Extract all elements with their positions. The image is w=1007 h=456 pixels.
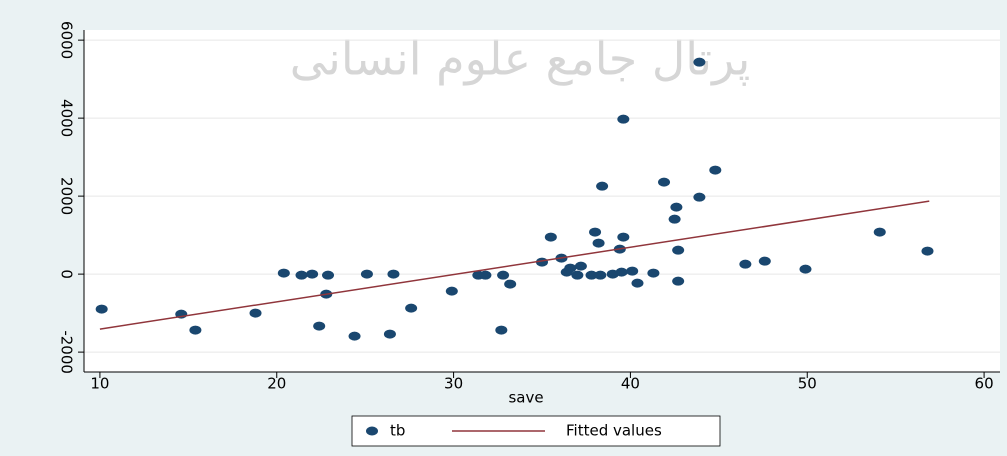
plot-region <box>84 30 1000 372</box>
point <box>668 214 681 224</box>
y-tick-label: -2000 <box>58 330 76 374</box>
x-tick-label: 60 <box>975 375 994 393</box>
legend-label: tb <box>390 422 405 440</box>
point <box>306 269 319 279</box>
point <box>348 331 361 341</box>
point <box>497 270 510 280</box>
point <box>277 268 290 278</box>
point <box>313 321 326 331</box>
point <box>592 238 605 248</box>
point <box>693 192 706 202</box>
fitted-line <box>99 200 930 330</box>
point <box>658 177 671 187</box>
point <box>445 286 458 296</box>
point <box>672 245 685 255</box>
point <box>189 325 202 335</box>
point <box>495 325 508 335</box>
point <box>387 269 400 279</box>
point <box>544 232 557 242</box>
point <box>574 261 587 271</box>
x-tick-label: 40 <box>621 375 640 393</box>
x-tick-label: 30 <box>444 375 463 393</box>
y-tick-label: 6000 <box>58 21 76 59</box>
point <box>585 270 598 280</box>
x-tick-label: 20 <box>267 375 286 393</box>
point <box>594 270 607 280</box>
point <box>799 264 812 274</box>
point <box>670 202 683 212</box>
watermark: پرتال جامع علوم انسانی <box>290 32 751 87</box>
legend-marker <box>366 426 378 436</box>
y-tick-label: 0 <box>58 269 76 279</box>
point <box>739 259 752 269</box>
point <box>383 329 396 339</box>
point <box>626 266 639 276</box>
point <box>709 165 722 175</box>
point <box>596 181 609 191</box>
point <box>95 304 108 314</box>
point <box>672 276 685 286</box>
legend-label: Fitted values <box>566 422 662 440</box>
y-tick-label: 2000 <box>58 177 76 215</box>
point <box>360 269 373 279</box>
point <box>693 57 706 67</box>
point <box>589 227 602 237</box>
point <box>322 270 335 280</box>
point <box>921 246 934 256</box>
point <box>873 227 886 237</box>
point <box>295 270 308 280</box>
legend-box <box>351 415 721 447</box>
point <box>758 256 771 266</box>
point <box>479 270 492 280</box>
point <box>504 279 517 289</box>
point <box>405 303 418 313</box>
x-tick-label: 50 <box>798 375 817 393</box>
point <box>647 268 660 278</box>
point <box>571 270 584 280</box>
point <box>631 278 644 288</box>
point <box>617 232 630 242</box>
point <box>617 114 630 124</box>
y-tick-label: 4000 <box>58 99 76 137</box>
x-axis-label: save <box>508 389 543 407</box>
point <box>615 267 628 277</box>
x-tick-label: 10 <box>90 375 109 393</box>
point <box>249 308 262 318</box>
point <box>564 263 577 273</box>
